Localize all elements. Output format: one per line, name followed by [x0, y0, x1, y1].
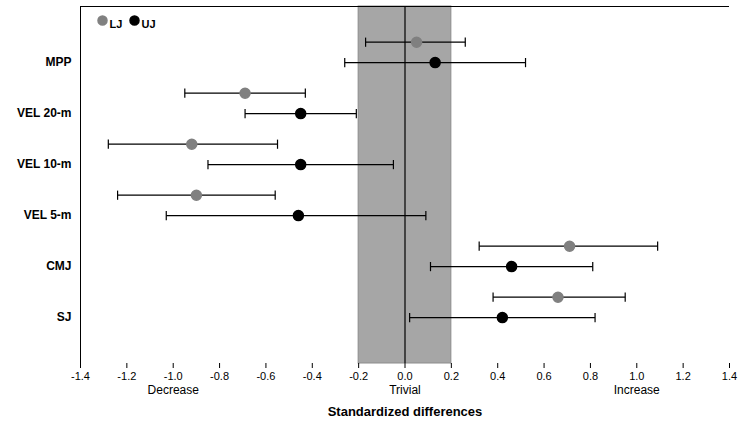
svg-text:-0.6: -0.6 [256, 370, 275, 382]
svg-text:0.6: 0.6 [536, 370, 551, 382]
svg-text:UJ: UJ [142, 18, 156, 30]
svg-text:CMJ: CMJ [46, 259, 71, 273]
svg-text:1.0: 1.0 [629, 370, 644, 382]
svg-text:-0.2: -0.2 [349, 370, 368, 382]
svg-text:1.2: 1.2 [675, 370, 690, 382]
svg-text:MPP: MPP [45, 55, 71, 69]
svg-text:-1.4: -1.4 [71, 370, 90, 382]
svg-text:0.4: 0.4 [490, 370, 505, 382]
svg-text:LJ: LJ [110, 18, 123, 30]
svg-text:0.2: 0.2 [444, 370, 459, 382]
svg-text:1.4: 1.4 [722, 370, 737, 382]
svg-text:-1.0: -1.0 [164, 370, 183, 382]
svg-text:-0.8: -0.8 [210, 370, 229, 382]
svg-text:VEL 5-m: VEL 5-m [24, 208, 72, 222]
svg-text:Increase: Increase [614, 383, 660, 397]
svg-text:SJ: SJ [57, 310, 72, 324]
svg-text:0.0: 0.0 [397, 370, 412, 382]
svg-text:Decrease: Decrease [148, 383, 200, 397]
svg-text:-1.2: -1.2 [117, 370, 136, 382]
svg-text:Standardized differences: Standardized differences [328, 404, 483, 419]
svg-text:VEL 20-m: VEL 20-m [17, 106, 71, 120]
svg-text:-0.4: -0.4 [303, 370, 322, 382]
svg-text:VEL 10-m: VEL 10-m [17, 157, 71, 171]
svg-text:0.8: 0.8 [583, 370, 598, 382]
svg-text:Trivial: Trivial [389, 383, 421, 397]
